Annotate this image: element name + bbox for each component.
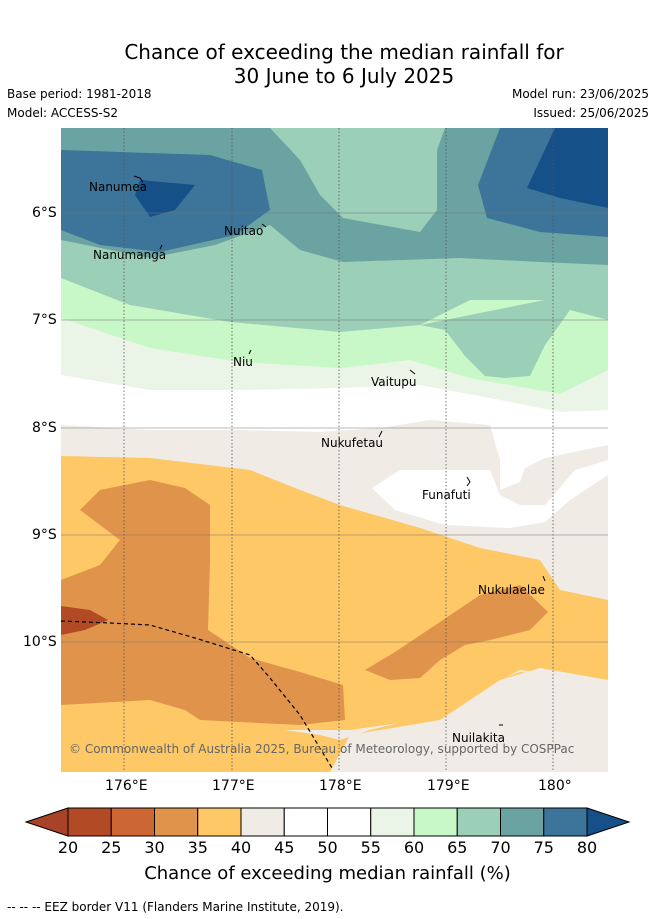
colorbar-title: Chance of exceeding median rainfall (%) [144, 863, 511, 884]
colorbar-cell [154, 807, 199, 837]
colorbar-cell [110, 807, 155, 837]
zone-45-55-east [372, 460, 608, 528]
zone-65-70-tongue [420, 300, 608, 378]
label-funafuti: Funafuti [422, 488, 471, 502]
title-line-2: 30 June to 6 July 2025 [233, 64, 455, 88]
colorbar-over [586, 807, 631, 837]
lat-label-7s: 7°S [32, 312, 57, 328]
colorbar-tick-label: 40 [230, 838, 252, 857]
label-nuitao: Nuitao [224, 224, 264, 238]
colorbar-cell [456, 807, 501, 837]
copyright-text: © Commonwealth of Australia 2025, Bureau… [69, 742, 575, 756]
zone-30-35-west [61, 480, 345, 725]
zone-40-45-south [330, 668, 608, 772]
colorbar-cell [327, 807, 372, 837]
island-nanumanga [159, 244, 163, 250]
lat-label-9s: 9°S [32, 527, 57, 543]
zone-20-25 [61, 606, 108, 635]
island-vaitupu [409, 369, 416, 375]
title-line-1: Chance of exceeding the median rainfall … [124, 40, 564, 64]
eez-border [61, 620, 333, 769]
zone-30-35-east [365, 585, 548, 680]
colorbar-cell [283, 807, 328, 837]
island-niu [248, 349, 252, 355]
model-run: Model run: 23/06/2025 [511, 87, 649, 101]
zone-80-east [527, 128, 608, 208]
colorbar-tick-label: 60 [403, 838, 425, 857]
colorbar-cell [543, 807, 588, 837]
lon-label-178e: 178°E [319, 778, 362, 794]
lon-label-176e: 176°E [105, 778, 148, 794]
lat-label-6s: 6°S [32, 205, 57, 221]
zone-65-70-north [270, 128, 445, 232]
label-nanumea: Nanumea [89, 180, 147, 194]
eez-legend: -- -- -- EEZ border V11 (Flanders Marine… [7, 900, 344, 914]
colorbar-cell [413, 807, 458, 837]
base-period: Base period: 1981-2018 [7, 87, 152, 101]
colorbar-tick-label: 25 [101, 838, 122, 857]
label-vaitupu: Vaitupu [371, 375, 417, 389]
label-nanumanga: Nanumanga [93, 248, 167, 262]
island-nukulaelae [542, 575, 546, 582]
label-nukufetau: Nukufetau [321, 436, 384, 450]
colorbar-cell [240, 807, 285, 837]
colorbar-tick-label: 30 [144, 838, 165, 857]
label-niu: Niu [233, 355, 253, 369]
lat-label-10s: 10°S [23, 634, 57, 650]
label-nuilakita: Nuilakita [452, 731, 505, 745]
zone-80-west [135, 180, 195, 217]
colorbar-tick-label: 75 [533, 838, 554, 857]
lon-label-180: 180° [538, 778, 572, 794]
colorbar-tick-label: 70 [490, 838, 511, 857]
lat-label-8s: 8°S [32, 420, 57, 436]
colorbar-cell [370, 807, 415, 837]
model-name: Model: ACCESS-S2 [7, 106, 119, 120]
issued-date: Issued: 25/06/2025 [533, 106, 649, 120]
colorbar-cell [197, 807, 242, 837]
colorbar-tick-label: 45 [274, 838, 295, 857]
colorbar-tick-label: 20 [57, 838, 79, 857]
colorbar-cell [500, 807, 545, 837]
colorbar-tick-label: 80 [576, 838, 598, 857]
island-nanumea [133, 175, 144, 183]
island-nukufetau [378, 430, 383, 438]
colorbar-tick-label: 35 [187, 838, 208, 857]
colorbar [24, 807, 631, 837]
colorbar-cell [67, 807, 112, 837]
island-funafuti [466, 476, 471, 487]
colorbar-tick-label: 50 [317, 838, 338, 857]
colorbar-tick-label: 55 [360, 838, 381, 857]
colorbar-under [24, 807, 69, 837]
map-title: Chance of exceeding the median rainfall … [0, 40, 655, 88]
lon-label-179e: 179°E [427, 778, 470, 794]
colorbar-tick-label: 65 [447, 838, 468, 857]
zone-40-45-patch [540, 500, 608, 600]
island-nuitao [261, 223, 267, 228]
lon-label-177e: 177°E [212, 778, 255, 794]
label-nukulaelae: Nukulaelae [478, 583, 545, 597]
